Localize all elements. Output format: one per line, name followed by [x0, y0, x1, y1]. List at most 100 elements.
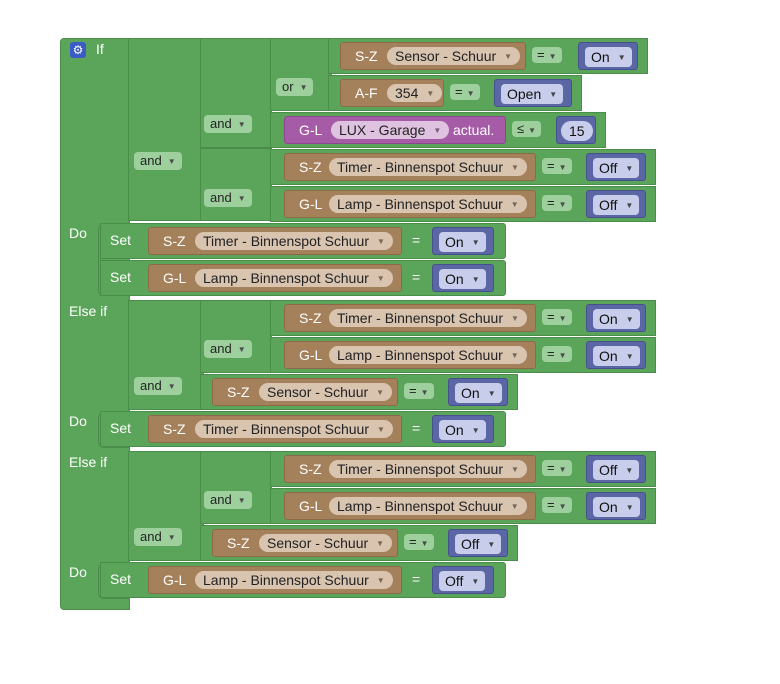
value-block[interactable]: On ▼	[586, 492, 646, 520]
value-block[interactable]: On ▼	[578, 42, 638, 70]
value-block[interactable]: On ▼	[432, 415, 494, 443]
device-block[interactable]: G-L Lamp - Binnenspot Schuur ▼	[284, 492, 536, 520]
value-block[interactable]: On ▼	[586, 341, 646, 369]
value-field[interactable]: On ▼	[455, 383, 502, 403]
device-field[interactable]: Sensor - Schuur ▼	[259, 383, 393, 401]
value-block[interactable]: On ▼	[432, 264, 494, 292]
or-dropdown-1[interactable]: or ▼	[276, 78, 314, 96]
value-field[interactable]: On ▼	[593, 309, 640, 329]
value-field[interactable]: Off ▼	[593, 195, 640, 215]
device-field[interactable]: Sensor - Schuur ▼	[387, 47, 521, 65]
device-field[interactable]: LUX - Garage ▼	[331, 121, 450, 139]
else-if-label-1: Else if	[69, 303, 108, 319]
device-field[interactable]: Timer - Binnenspot Schuur ▼	[195, 232, 393, 250]
dropdown-arrow-icon: ▼	[237, 495, 246, 505]
value-field[interactable]: On ▼	[439, 420, 486, 440]
device-block[interactable]: S-Z Timer - Binnenspot Schuur ▼	[148, 227, 402, 255]
op-dropdown[interactable]: = ▼	[450, 84, 480, 100]
device-field[interactable]: Sensor - Schuur ▼	[259, 534, 393, 552]
device-field[interactable]: Lamp - Binnenspot Schuur ▼	[329, 346, 527, 364]
device-field[interactable]: Lamp - Binnenspot Schuur ▼	[195, 571, 393, 589]
op-dropdown[interactable]: = ▼	[542, 158, 572, 174]
sensor-block[interactable]: G-L LUX - Garage ▼ actual.	[284, 116, 506, 144]
assign-op: =	[412, 232, 421, 248]
dropdown-arrow-icon: ▼	[376, 388, 385, 398]
value-block[interactable]: Off ▼	[432, 566, 494, 594]
and-block-inner-3[interactable]	[200, 451, 272, 524]
op-dropdown[interactable]: = ▼	[404, 383, 434, 399]
device-prefix: G-L	[299, 347, 323, 363]
device-field[interactable]: 354 ▼	[387, 84, 443, 102]
value-field[interactable]: Off ▼	[593, 460, 640, 480]
device-block[interactable]: S-Z Timer - Binnenspot Schuur ▼	[284, 153, 536, 181]
op-dropdown[interactable]: = ▼	[542, 309, 572, 325]
device-block[interactable]: A-F 354 ▼	[340, 79, 444, 107]
value-field[interactable]: Open ▼	[501, 84, 564, 104]
gear-icon[interactable]: ⚙	[70, 42, 86, 58]
device-block[interactable]: S-Z Sensor - Schuur ▼	[212, 378, 398, 406]
and-block-inner-2[interactable]	[200, 300, 272, 373]
device-field[interactable]: Timer - Binnenspot Schuur ▼	[329, 309, 527, 327]
value-block[interactable]: Off ▼	[586, 190, 646, 218]
and-dropdown-3o[interactable]: and ▼	[134, 528, 182, 546]
device-field[interactable]: Lamp - Binnenspot Schuur ▼	[329, 195, 527, 213]
device-prefix: S-Z	[299, 461, 322, 477]
device-block[interactable]: G-L Lamp - Binnenspot Schuur ▼	[148, 264, 402, 292]
device-field[interactable]: Timer - Binnenspot Schuur ▼	[195, 420, 393, 438]
op-dropdown[interactable]: = ▼	[542, 195, 572, 211]
value-field[interactable]: Off ▼	[455, 534, 502, 554]
dropdown-arrow-icon: ▼	[558, 351, 567, 360]
op-dropdown[interactable]: = ▼	[542, 497, 572, 513]
device-field[interactable]: Lamp - Binnenspot Schuur ▼	[329, 497, 527, 515]
op-dropdown[interactable]: = ▼	[542, 346, 572, 362]
value-field[interactable]: On ▼	[439, 269, 486, 289]
and-dropdown-2o[interactable]: and ▼	[134, 377, 182, 395]
value-block[interactable]: On ▼	[586, 304, 646, 332]
op-dropdown[interactable]: = ▼	[532, 47, 562, 63]
do-label-2: Do	[69, 413, 87, 429]
dropdown-arrow-icon: ▼	[426, 89, 435, 99]
number-block[interactable]: 15	[556, 116, 596, 144]
device-field[interactable]: Lamp - Binnenspot Schuur ▼	[195, 269, 393, 287]
and-block-outer-3[interactable]	[128, 451, 204, 561]
dropdown-arrow-icon: ▼	[471, 275, 480, 285]
and-block-inner-1b[interactable]	[200, 148, 272, 221]
value-block[interactable]: Open ▼	[494, 79, 572, 107]
or-block-1[interactable]	[270, 38, 332, 111]
and-dropdown-3i[interactable]: and ▼	[204, 491, 252, 509]
value-field[interactable]: Off ▼	[593, 158, 640, 178]
device-field[interactable]: Timer - Binnenspot Schuur ▼	[329, 460, 527, 478]
value-field[interactable]: On ▼	[585, 47, 632, 67]
device-block[interactable]: S-Z Sensor - Schuur ▼	[340, 42, 526, 70]
value-field[interactable]: On ▼	[439, 232, 486, 252]
and-dropdown-1b[interactable]: and ▼	[204, 189, 252, 207]
set-label: Set	[110, 269, 132, 285]
device-block[interactable]: S-Z Timer - Binnenspot Schuur ▼	[148, 415, 402, 443]
and-block-outer-1[interactable]	[128, 38, 204, 221]
dropdown-arrow-icon: ▼	[511, 465, 519, 475]
and-dropdown-2i[interactable]: and ▼	[204, 340, 252, 358]
device-field[interactable]: Timer - Binnenspot Schuur ▼	[329, 158, 527, 176]
value-block[interactable]: Off ▼	[448, 529, 508, 557]
device-block[interactable]: G-L Lamp - Binnenspot Schuur ▼	[284, 341, 536, 369]
value-field[interactable]: On ▼	[593, 346, 640, 366]
device-block[interactable]: S-Z Timer - Binnenspot Schuur ▼	[284, 455, 536, 483]
value-block[interactable]: On ▼	[448, 378, 508, 406]
and-dropdown-1a[interactable]: and ▼	[204, 115, 252, 133]
value-field[interactable]: Off ▼	[439, 571, 486, 591]
device-block[interactable]: S-Z Sensor - Schuur ▼	[212, 529, 398, 557]
op-dropdown[interactable]: ≤ ▼	[512, 121, 542, 137]
value-block[interactable]: On ▼	[432, 227, 494, 255]
number-field[interactable]: 15	[561, 121, 593, 141]
value-block[interactable]: Off ▼	[586, 153, 646, 181]
and-dropdown-1o[interactable]: and ▼	[134, 152, 182, 170]
op-dropdown[interactable]: = ▼	[542, 460, 572, 476]
dropdown-arrow-icon: ▼	[237, 344, 246, 354]
if-block[interactable]	[60, 38, 130, 610]
value-field[interactable]: On ▼	[593, 497, 640, 517]
device-block[interactable]: G-L Lamp - Binnenspot Schuur ▼	[148, 566, 402, 594]
value-block[interactable]: Off ▼	[586, 455, 646, 483]
device-block[interactable]: S-Z Timer - Binnenspot Schuur ▼	[284, 304, 536, 332]
device-block[interactable]: G-L Lamp - Binnenspot Schuur ▼	[284, 190, 536, 218]
op-dropdown[interactable]: = ▼	[404, 534, 434, 550]
